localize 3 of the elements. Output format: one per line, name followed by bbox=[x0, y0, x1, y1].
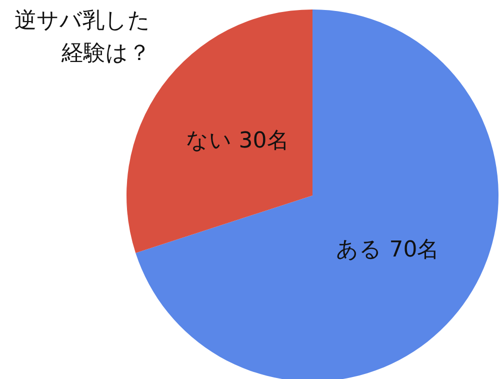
slice-label: ない 30名 bbox=[186, 128, 289, 154]
text: 逆サバ乳した経験は？ bbox=[14, 8, 150, 66]
slice-label: ある 70名 bbox=[336, 238, 440, 263]
